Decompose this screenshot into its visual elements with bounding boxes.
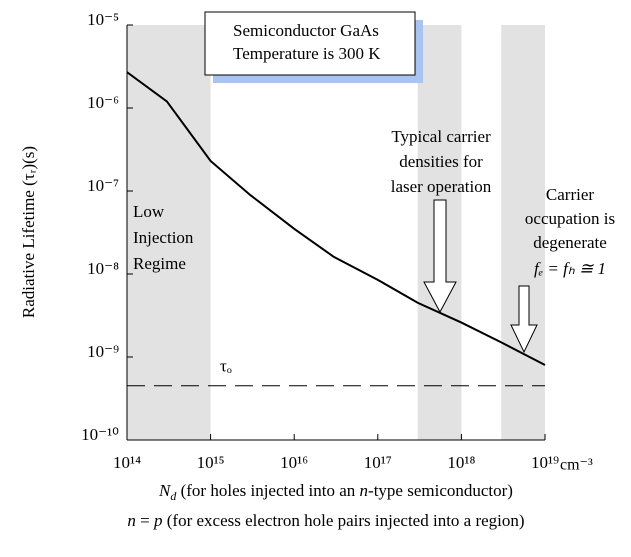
x-label-part: N (158, 481, 172, 500)
x-tick-label: 10¹⁹ (531, 453, 559, 472)
y-tick-label: 10⁻⁷ (87, 176, 119, 195)
x-axis-label: n = p (for excess electron hole pairs in… (127, 511, 524, 530)
x-label-part: p (153, 511, 163, 530)
y-tick-label: 10⁻¹⁰ (81, 425, 119, 444)
x-tick-label: 10¹⁵ (197, 453, 225, 472)
y-axis-label: Radiative Lifetime (τᵣ)(s) (19, 146, 38, 318)
annotation: Injection (133, 228, 194, 247)
annotation: Regime (133, 254, 186, 273)
x-label-part: -type semiconductor) (368, 481, 513, 500)
x-label-part: n (360, 481, 369, 500)
x-label-part: = (136, 511, 154, 530)
shaded-region (127, 25, 211, 440)
x-tick-label: 10¹⁷ (364, 453, 392, 472)
annotation: occupation is (525, 209, 615, 228)
x-label-part: (for excess electron hole pairs injected… (163, 511, 525, 530)
annotation: Carrier (546, 185, 594, 204)
x-tick-label: 10¹⁸ (447, 453, 475, 472)
x-unit: cm⁻³ (560, 457, 593, 474)
y-tick-label: 10⁻⁶ (87, 93, 119, 112)
title-line: Temperature is 300 K (233, 44, 381, 63)
annotation: fₑ = fₕ ≅ 1 (534, 259, 606, 278)
annotation: Low (133, 202, 165, 221)
curve (126, 71, 546, 366)
x-tick-label: 10¹⁶ (280, 453, 308, 472)
arrow (510, 285, 538, 354)
y-tick-label: 10⁻⁹ (87, 342, 119, 361)
annotation: densities for (399, 152, 483, 171)
x-label-part: d (170, 489, 177, 503)
reference-label: τₒ (220, 357, 232, 376)
x-axis-label: Nd (for holes injected into an n-type se… (158, 481, 513, 503)
shaded-region (501, 25, 545, 440)
y-tick-label: 10⁻⁵ (87, 10, 119, 29)
title-box (204, 11, 416, 76)
x-tick-label: 10¹⁴ (113, 453, 141, 472)
y-tick-label: 10⁻⁸ (87, 259, 119, 278)
x-label-part: (for holes injected into an (176, 481, 359, 500)
annotation: degenerate (533, 233, 607, 252)
x-label-part: n (127, 511, 136, 530)
annotation: Typical carrier (391, 127, 491, 146)
arrow (423, 199, 457, 314)
annotation: laser operation (391, 177, 492, 196)
title-line: Semiconductor GaAs (233, 21, 379, 40)
